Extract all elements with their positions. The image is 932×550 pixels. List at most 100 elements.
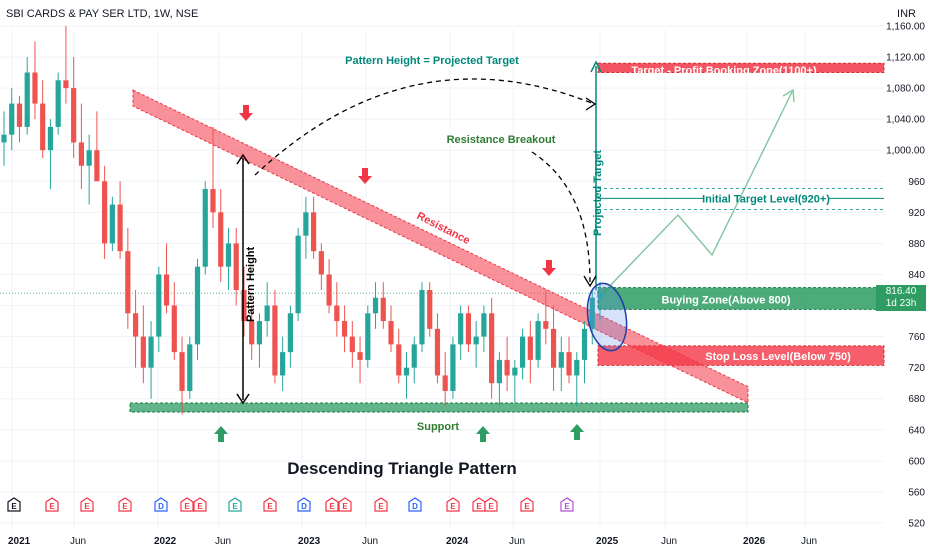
- currency-label: INR: [897, 8, 916, 20]
- candle: [311, 212, 317, 252]
- event-marker-icon: [228, 497, 242, 512]
- candle: [411, 344, 417, 368]
- last-price-tag: 816.40 1d 23h: [876, 285, 926, 311]
- candle: [372, 297, 379, 314]
- target-zone-label: Target - Profit Booking Zone(1100+): [631, 65, 817, 77]
- candle: [55, 80, 61, 127]
- candle: [465, 313, 472, 345]
- event-marker-label: E: [184, 502, 190, 511]
- event-marker-icon: [484, 497, 498, 512]
- candle: [434, 328, 441, 376]
- candle: [489, 313, 495, 384]
- candle: [32, 72, 38, 104]
- x-tick-label: 2025: [596, 536, 619, 547]
- candle: [318, 251, 324, 275]
- candle: [249, 321, 255, 345]
- candle: [303, 212, 309, 236]
- candle: [334, 305, 340, 322]
- candle: [295, 235, 301, 314]
- candle: [527, 336, 533, 360]
- event-marker-icon: [408, 497, 422, 512]
- candle: [341, 321, 348, 337]
- candle: [535, 321, 541, 360]
- candle: [427, 290, 433, 329]
- event-marker-label: E: [49, 502, 55, 511]
- event-marker-label: D: [412, 502, 418, 511]
- down-arrow-icon: [542, 260, 556, 276]
- y-tick-label: 520: [908, 519, 925, 530]
- arrow-head: [585, 97, 597, 111]
- arrow-head: [583, 275, 597, 288]
- candle: [357, 352, 363, 360]
- y-tick-label: 760: [908, 332, 925, 343]
- down-arrow-icon: [358, 168, 372, 184]
- event-marker-icon: [193, 497, 207, 512]
- stop-loss-label: Stop Loss Level(Below 750): [705, 351, 851, 363]
- breakout-highlight: [586, 282, 628, 352]
- candle: [187, 344, 193, 391]
- candle: [9, 103, 15, 135]
- candle: [597, 293, 603, 298]
- candle: [326, 274, 332, 306]
- pattern-height-label: Pattern Height: [245, 246, 257, 322]
- support-label: Support: [417, 421, 459, 433]
- candle: [163, 274, 170, 306]
- candle: [349, 336, 355, 353]
- x-tick-label: Jun: [801, 536, 817, 547]
- candle: [47, 126, 54, 151]
- target-zone: [597, 62, 885, 74]
- candle: [40, 103, 46, 151]
- y-tick-label: 1,000.00: [886, 146, 925, 157]
- event-marker-icon: [80, 497, 94, 512]
- candle: [171, 305, 177, 353]
- event-marker-label: E: [450, 502, 456, 511]
- event-marker-icon: [297, 497, 311, 512]
- candle: [272, 305, 278, 376]
- event-marker-label: E: [488, 502, 494, 511]
- y-tick-label: 960: [908, 177, 925, 188]
- candle: [194, 266, 201, 345]
- x-axis: 2021 Jun 2022 Jun 2023 Jun 2024 Jun 2025 Jun 2026 J…: [8, 536, 817, 547]
- candle: [519, 336, 526, 368]
- candle: [442, 375, 448, 391]
- candle: [16, 103, 23, 127]
- event-marker-label: E: [476, 502, 482, 511]
- up-arrow-icon: [570, 424, 584, 440]
- event-marker-icon: [180, 497, 194, 512]
- candle: [117, 204, 123, 252]
- arrow-head: [236, 393, 250, 405]
- candle: [233, 243, 239, 290]
- event-marker-icon: [374, 497, 388, 512]
- candle: [550, 328, 557, 368]
- event-marker-label: E: [197, 502, 203, 511]
- x-tick-label: 2023: [298, 536, 321, 547]
- candle: [566, 352, 572, 376]
- breakout-label: Resistance Breakout: [447, 134, 556, 146]
- event-marker-label: E: [232, 502, 238, 511]
- last-price-value: 816.40: [885, 286, 917, 297]
- candle: [1, 134, 7, 143]
- pattern-title: Descending Triangle Pattern: [287, 459, 517, 478]
- resistance-band: [132, 89, 749, 404]
- event-marker-icon: [263, 497, 277, 512]
- pattern-target-label: Pattern Height = Projected Target: [345, 55, 519, 67]
- candle: [218, 212, 224, 267]
- up-arrow-icon: [476, 426, 490, 442]
- initial-target-label: Initial Target Level(920+): [702, 193, 830, 205]
- x-tick-label: Jun: [362, 536, 378, 547]
- candle: [241, 290, 247, 322]
- candle: [179, 352, 185, 391]
- projection-arc: [254, 78, 595, 176]
- y-tick-label: 720: [908, 363, 925, 374]
- up-arrow-icon: [214, 426, 228, 442]
- event-marker-icon: [560, 497, 574, 512]
- candle: [225, 243, 232, 267]
- arrow-head: [782, 88, 795, 103]
- y-tick-label: 1,040.00: [886, 115, 925, 126]
- event-marker-icon: [520, 497, 534, 512]
- candle: [125, 251, 131, 314]
- buying-zone-label: Buying Zone(Above 800): [662, 294, 791, 306]
- candle: [132, 313, 139, 337]
